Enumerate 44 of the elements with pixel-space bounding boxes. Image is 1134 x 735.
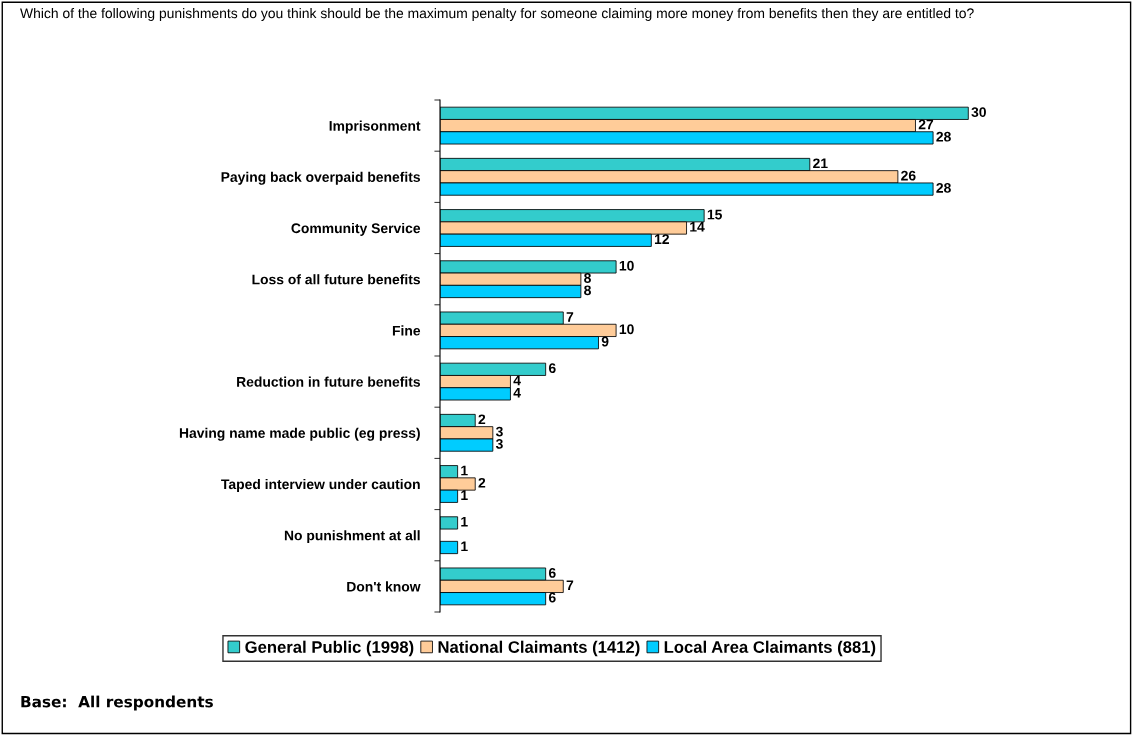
y-tick-label: Loss of all future benefits <box>252 274 420 285</box>
data-label: 1 <box>461 541 468 552</box>
data-label: 28 <box>936 131 951 142</box>
data-label: 1 <box>461 465 468 476</box>
data-label: 28 <box>936 182 951 193</box>
data-label: 6 <box>548 568 556 578</box>
data-label: 6 <box>548 592 556 603</box>
data-label: 7 <box>566 580 574 590</box>
data-label: 6 <box>548 363 556 374</box>
legend-label: Local Area Claimants (881) <box>664 640 876 657</box>
data-label: 1 <box>461 490 468 500</box>
y-tick-label: Taped interview under caution <box>221 478 420 492</box>
y-tick-label: Community Service <box>291 222 421 236</box>
y-tick-label: Reduction in future benefits <box>237 376 420 387</box>
data-label: 3 <box>495 438 503 449</box>
data-label: 10 <box>619 260 634 271</box>
data-label: 4 <box>513 387 521 398</box>
data-label: 7 <box>566 312 574 322</box>
y-tick-label: Paying back overpaid benefits <box>221 171 420 185</box>
data-label: 1 <box>461 516 468 527</box>
y-tick-label: No punishment at all <box>284 530 420 544</box>
data-label: 12 <box>654 234 669 244</box>
y-tick-label: Don't know <box>347 581 421 592</box>
data-label: 2 <box>478 477 486 488</box>
data-label: 8 <box>584 285 591 296</box>
legend-label: National Claimants (1412) <box>438 640 640 657</box>
y-tick-label: Having name made public (eg press) <box>179 427 420 441</box>
data-label: 3 <box>495 426 503 437</box>
text: Base: All respondents <box>21 695 213 711</box>
y-tick-label: Imprisonment <box>329 120 421 134</box>
data-label: 4 <box>513 375 521 386</box>
legend-label: General Public (1998) <box>245 640 414 657</box>
y-tick-label: Fine <box>392 325 421 336</box>
data-label: 14 <box>690 222 705 232</box>
data-label: 30 <box>971 107 986 118</box>
data-label: 2 <box>478 414 486 425</box>
data-label: 9 <box>601 336 609 347</box>
data-label: 27 <box>918 119 934 130</box>
data-label: 10 <box>619 324 634 335</box>
data-label: 15 <box>707 209 722 220</box>
data-label: 8 <box>584 273 591 283</box>
data-label: 21 <box>813 158 828 169</box>
chart-title: Which of the following punishments do you think should be the maximum penalty for someone claiming more money from benefits then they are entitled to? <box>20 8 974 21</box>
data-label: 26 <box>901 170 916 181</box>
